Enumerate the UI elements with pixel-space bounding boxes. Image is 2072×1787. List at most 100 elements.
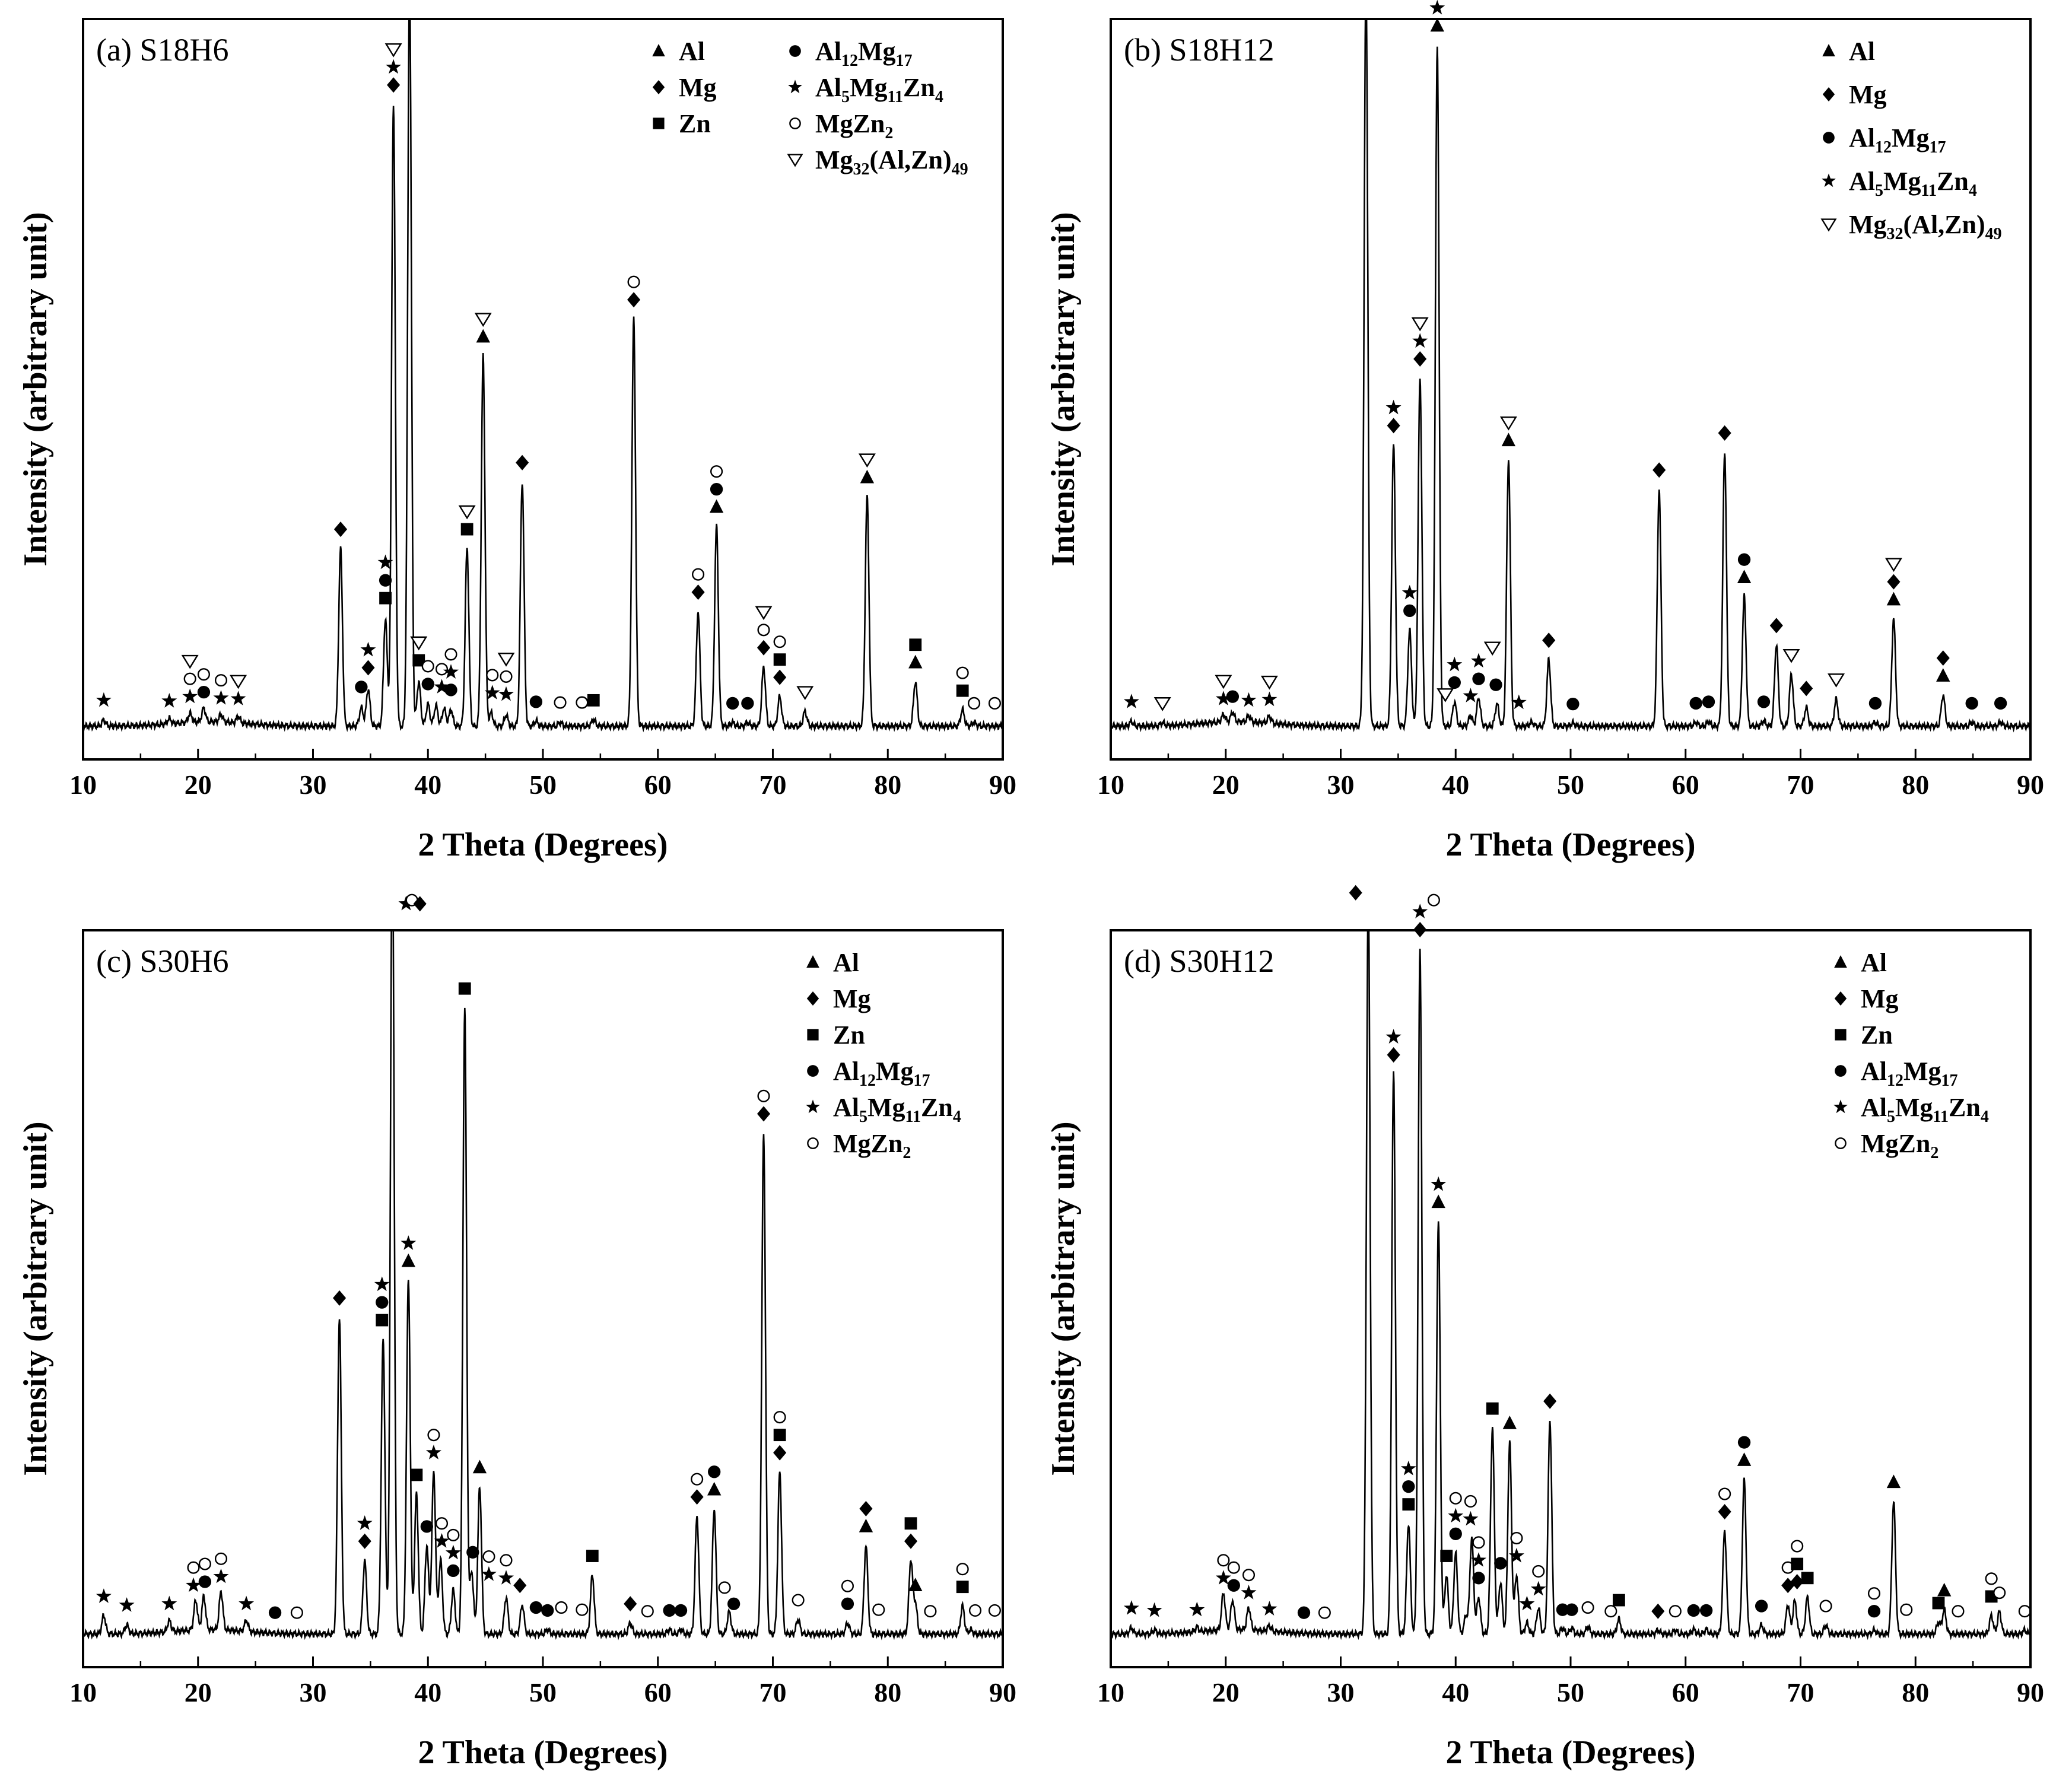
open-triangle-down-marker: [858, 453, 876, 468]
open-triangle-down-marker: [1411, 317, 1429, 332]
open-circle-marker: [627, 275, 640, 288]
open-triangle-down-marker: [230, 675, 247, 689]
xrd-panel-3: 10 20 30 40 50 60 70 80 90 2 Theta (Degrees) Inten…: [17, 894, 1016, 1771]
peak-marker-group: [1437, 688, 1454, 702]
square-marker: [379, 592, 392, 605]
legend-entry: MgZn2: [1835, 1129, 1938, 1162]
open-triangle-down-marker: [1260, 675, 1278, 690]
x-axis-title: 2 Theta (Degrees): [1446, 826, 1696, 863]
peak-marker-group: [627, 275, 641, 308]
legend-square-icon: [653, 117, 665, 129]
peak-marker-group: [1463, 688, 1479, 702]
peak-marker-group: [1385, 1029, 1402, 1063]
peak-marker-group: [663, 1604, 676, 1617]
triangle-up-marker: [707, 1481, 722, 1496]
peak-marker-group: [1318, 1606, 1331, 1619]
open-triangle-down-marker: [497, 653, 515, 667]
xrd-panel-4: 10 20 30 40 50 60 70 80 90 2 Theta (Degrees) Inten…: [1045, 885, 2044, 1771]
legend-entry: Al12Mg17: [1823, 123, 1946, 157]
peak-marker-group: [516, 454, 529, 470]
circle-marker: [529, 1601, 543, 1614]
peak-marker-group: [1868, 697, 1882, 710]
square-marker: [376, 1314, 389, 1327]
x-tick-label: 70: [1787, 1677, 1814, 1707]
peak-marker-group: [230, 675, 247, 705]
open-triangle-down-marker: [1499, 416, 1517, 431]
legend-entry: Al: [1822, 37, 1875, 66]
peak-marker-group: [576, 1603, 589, 1616]
x-tick-label: 20: [1212, 770, 1240, 800]
peak-marker-group: [576, 696, 589, 709]
peak-marker-group: [988, 1604, 1001, 1617]
circle-marker: [741, 697, 754, 710]
circle-marker: [1448, 676, 1461, 689]
peak-marker-group: [624, 1596, 637, 1612]
open-circle-marker: [214, 1552, 228, 1565]
peak-marker-group: [1431, 1176, 1447, 1209]
open-circle-marker: [1819, 1600, 1832, 1613]
diamond-marker: [859, 1500, 873, 1516]
circle-marker: [1566, 697, 1580, 711]
circle-marker: [466, 1546, 479, 1559]
peak-marker-group: [1937, 1582, 1952, 1597]
legend-triangle-up-icon: [1834, 955, 1847, 968]
legend-entry: Al12Mg17: [789, 37, 913, 70]
peak-marker-group: [497, 653, 515, 701]
open-circle-marker: [576, 1603, 589, 1616]
star-marker: [357, 1515, 373, 1530]
diamond-marker: [627, 292, 641, 308]
open-circle-marker: [956, 1563, 969, 1576]
peak-marker-group: [1581, 1601, 1594, 1614]
legend-label: Mg32(Al,Zn)49: [1849, 210, 2002, 243]
peak-marker-group: [1993, 1586, 2006, 1600]
star-marker: [1402, 584, 1418, 600]
peak-marker-group: [268, 1606, 282, 1619]
x-tick-label: 90: [989, 1677, 1016, 1707]
triangle-up-marker: [1737, 1452, 1752, 1466]
star-marker: [434, 679, 450, 694]
open-circle-marker: [691, 1473, 704, 1486]
legend-triangle-up-icon: [652, 44, 665, 56]
x-tick-label: 30: [300, 1677, 327, 1707]
open-circle-marker: [1718, 1487, 1731, 1500]
open-circle-marker: [198, 1557, 211, 1570]
legend-label: Al5Mg11Zn4: [1861, 1093, 1989, 1126]
star-marker: [1123, 1600, 1139, 1615]
peak-marker-group: [374, 1276, 390, 1327]
legend-entry: Mg: [652, 73, 717, 102]
peak-marker-group: [198, 1557, 212, 1588]
peak-marker-group: [859, 1500, 873, 1532]
peak-marker-group: [858, 453, 876, 484]
star-marker: [401, 1235, 417, 1250]
open-circle-marker: [421, 660, 434, 673]
star-marker: [1509, 1547, 1524, 1563]
legend-entry: Mg: [1834, 984, 1899, 1013]
legend-entry: Al5Mg11Zn4: [788, 73, 943, 106]
open-circle-marker: [968, 697, 981, 710]
star-marker: [1447, 656, 1463, 672]
star-marker: [186, 1577, 201, 1592]
circle-marker: [268, 1606, 282, 1619]
legend-circle-icon: [807, 1065, 819, 1077]
peak-marker-group: [1463, 1495, 1479, 1526]
star-marker: [1215, 691, 1231, 705]
open-circle-marker: [555, 1601, 568, 1614]
panel-label: (b) S18H12: [1124, 32, 1275, 68]
star-marker: [1463, 688, 1479, 702]
open-triangle-down-marker: [1215, 675, 1232, 689]
star-marker: [1215, 1570, 1231, 1585]
open-circle-marker: [1532, 1565, 1545, 1578]
peak-marker-group: [498, 1554, 514, 1585]
peak-marker-group: [1486, 1402, 1499, 1415]
legend-label: Mg: [833, 984, 871, 1013]
peak-marker-group: [472, 1460, 487, 1474]
x-tick-label: 50: [1557, 1677, 1584, 1707]
star-marker: [96, 1588, 112, 1603]
diamond-marker: [1718, 425, 1731, 441]
circle-marker: [1565, 1603, 1578, 1616]
peak-marker-group: [529, 695, 543, 708]
peak-marker-group: [841, 1579, 854, 1610]
peak-marker-group: [1801, 1572, 1814, 1585]
legend-label: Zn: [1861, 1020, 1893, 1050]
legend-entry: MgZn2: [807, 1129, 911, 1162]
